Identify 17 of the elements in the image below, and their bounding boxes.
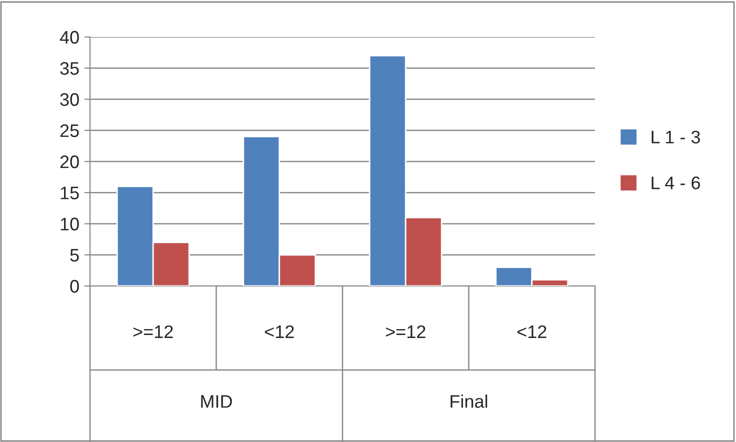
y-tick-label: 20 [60,155,79,168]
y-tick-label: 40 [60,30,79,44]
x-tick-label: >=12 [133,325,173,338]
y-tick-label: 35 [60,62,79,75]
y-tick-label: 15 [60,186,79,200]
y-tick-label: 30 [60,93,79,106]
x-tick-label: >=12 [386,325,426,338]
text: Final [450,394,488,408]
legend-label: L 1 - 3 [652,130,700,144]
text: MID [201,395,232,408]
x-tick-label: <12 [517,325,546,338]
x-tick-label: <12 [264,325,294,338]
y-tick-label: 5 [70,248,79,262]
y-tick-label: 0 [70,280,79,293]
legend-label: L 4 - 6 [652,176,700,190]
y-tick-label: 10 [60,218,79,230]
y-tick-label: 25 [60,124,79,138]
